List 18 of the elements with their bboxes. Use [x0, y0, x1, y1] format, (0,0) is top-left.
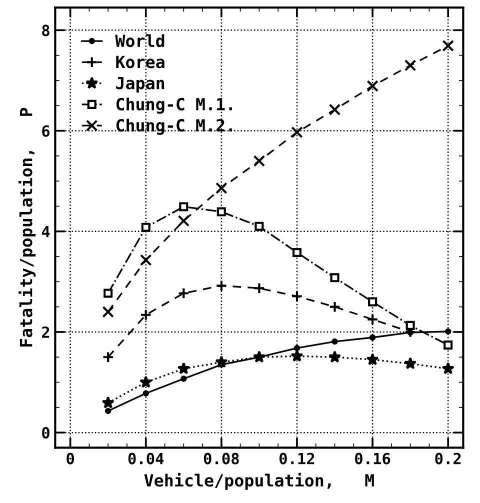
- x-tick-label: 0.2: [435, 452, 461, 464]
- y-tick-label: 6: [42, 125, 50, 137]
- y-axis-title: Fatality/population, P: [18, 108, 36, 347]
- y-tick-label: 2: [42, 326, 50, 338]
- x-tick-label: 0: [66, 452, 74, 464]
- x-tick-label: 0.12: [280, 452, 314, 464]
- legend-label: Chung-C M.2.: [116, 118, 232, 135]
- x-tick-label: 0.08: [204, 452, 239, 464]
- legend-label: Chung-C M.1.: [116, 98, 232, 114]
- y-tick-label: 4: [42, 226, 50, 238]
- x-tick-label: 0.16: [355, 452, 390, 464]
- legend-label: World: [115, 34, 164, 48]
- y-tick-label: 8: [42, 24, 50, 36]
- legend-label: Korea: [116, 56, 164, 68]
- y-tick-label: 0: [42, 427, 50, 439]
- x-axis-title: Vehicle/population, M: [144, 472, 374, 490]
- x-tick-label: 0.04: [128, 452, 164, 464]
- legend-label: Japan: [116, 76, 164, 93]
